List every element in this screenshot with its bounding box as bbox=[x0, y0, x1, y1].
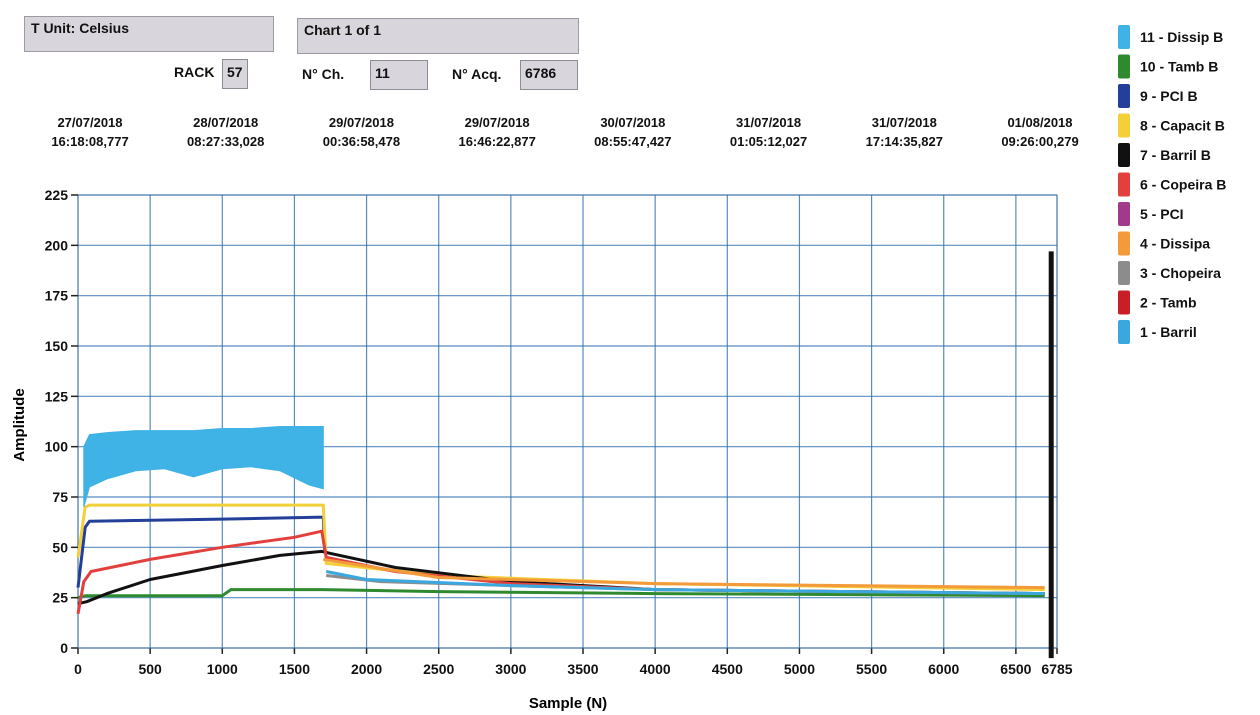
x-tick-label: 2500 bbox=[423, 661, 454, 677]
time-axis-time: 16:46:22,877 bbox=[458, 134, 535, 149]
legend-label: 7 - Barril B bbox=[1140, 147, 1211, 163]
y-tick-label: 50 bbox=[52, 539, 68, 555]
series-band bbox=[83, 426, 324, 508]
y-tick-label: 125 bbox=[45, 388, 69, 404]
time-axis-time: 17:14:35,827 bbox=[866, 134, 943, 149]
y-tick-label: 0 bbox=[60, 640, 68, 656]
legend-swatch bbox=[1118, 202, 1130, 226]
time-axis-time: 01:05:12,027 bbox=[730, 134, 807, 149]
y-tick-label: 175 bbox=[45, 288, 69, 304]
legend-label: 2 - Tamb bbox=[1140, 295, 1197, 311]
time-axis-time: 00:36:58,478 bbox=[323, 134, 400, 149]
series-line bbox=[323, 557, 1045, 590]
time-axis-date: 30/07/2018 bbox=[600, 115, 665, 130]
time-axis-time: 08:55:47,427 bbox=[594, 134, 671, 149]
time-axis-date: 28/07/2018 bbox=[193, 115, 258, 130]
legend-swatch bbox=[1118, 320, 1130, 344]
legend-label: 8 - Capacit B bbox=[1140, 118, 1225, 134]
time-axis-date: 29/07/2018 bbox=[465, 115, 530, 130]
legend-swatch bbox=[1118, 143, 1130, 167]
legend-swatch bbox=[1118, 84, 1130, 108]
rack-value-field[interactable]: 57 bbox=[222, 59, 248, 89]
x-tick-label: 5000 bbox=[784, 661, 815, 677]
x-tick-label: 1500 bbox=[279, 661, 310, 677]
y-tick-label: 225 bbox=[45, 187, 69, 203]
legend-swatch bbox=[1118, 25, 1130, 49]
legend-swatch bbox=[1118, 261, 1130, 285]
legend-label: 9 - PCI B bbox=[1140, 88, 1198, 104]
time-axis-time: 08:27:33,028 bbox=[187, 134, 264, 149]
series-line bbox=[325, 570, 1045, 596]
series-line bbox=[77, 588, 1045, 600]
series-line bbox=[77, 549, 1045, 606]
y-tick-label: 200 bbox=[45, 237, 69, 253]
y-tick-label: 75 bbox=[52, 489, 68, 505]
time-axis-date: 29/07/2018 bbox=[329, 115, 394, 130]
y-tick-label: 150 bbox=[45, 338, 69, 354]
acq-value-field[interactable]: 6786 bbox=[520, 60, 578, 90]
x-tick-label: 2000 bbox=[351, 661, 382, 677]
time-axis-time: 09:26:00,279 bbox=[1001, 134, 1078, 149]
rack-label: RACK bbox=[174, 64, 215, 80]
x-tick-label: 500 bbox=[138, 661, 162, 677]
x-tick-label: 5500 bbox=[856, 661, 887, 677]
legend-swatch bbox=[1118, 54, 1130, 79]
channel-label: N° Ch. bbox=[302, 66, 345, 82]
time-axis-date: 27/07/2018 bbox=[57, 115, 122, 130]
legend-label: 1 - Barril bbox=[1140, 324, 1197, 340]
y-tick-label: 100 bbox=[45, 439, 69, 455]
channel-value-field[interactable]: 11 bbox=[370, 60, 428, 90]
acq-label: N° Acq. bbox=[452, 66, 502, 82]
x-tick-label: 3000 bbox=[495, 661, 526, 677]
chart-label-box: Chart 1 of 1 bbox=[297, 18, 579, 54]
legend-label: 10 - Tamb B bbox=[1140, 59, 1218, 75]
y-axis-label: Amplitude bbox=[11, 388, 28, 461]
x-tick-label: 4500 bbox=[712, 661, 743, 677]
x-tick-label: 0 bbox=[74, 661, 82, 677]
x-tick-label: 6000 bbox=[928, 661, 959, 677]
time-axis-date: 31/07/2018 bbox=[736, 115, 801, 130]
x-tick-label: 3500 bbox=[567, 661, 598, 677]
y-tick-label: 25 bbox=[52, 590, 68, 606]
legend-swatch bbox=[1118, 231, 1130, 256]
legend-label: 5 - PCI bbox=[1140, 206, 1184, 222]
series-line bbox=[76, 529, 1045, 615]
legend-swatch bbox=[1118, 172, 1130, 197]
time-axis-date: 01/08/2018 bbox=[1007, 115, 1072, 130]
x-tick-label: 1000 bbox=[207, 661, 238, 677]
legend-swatch bbox=[1118, 113, 1130, 138]
x-axis-label: Sample (N) bbox=[529, 695, 607, 712]
legend-label: 3 - Chopeira bbox=[1140, 265, 1221, 281]
x-tick-label: 4000 bbox=[640, 661, 671, 677]
unit-label-box: T Unit: Celsius bbox=[24, 16, 274, 52]
legend-label: 6 - Copeira B bbox=[1140, 177, 1226, 193]
time-axis-date: 31/07/2018 bbox=[872, 115, 937, 130]
legend-label: 4 - Dissipa bbox=[1140, 236, 1210, 252]
legend-label: 11 - Dissip B bbox=[1140, 29, 1223, 45]
legend-swatch bbox=[1118, 290, 1130, 315]
x-tick-label: 6785 bbox=[1041, 661, 1072, 677]
x-tick-label: 6500 bbox=[1000, 661, 1031, 677]
time-axis-time: 16:18:08,777 bbox=[51, 134, 128, 149]
